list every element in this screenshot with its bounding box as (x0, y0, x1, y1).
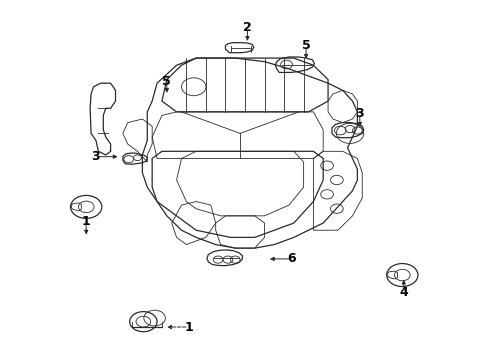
Text: 5: 5 (302, 39, 311, 52)
Text: 1: 1 (82, 215, 91, 228)
Text: 3: 3 (92, 150, 100, 163)
Text: 4: 4 (399, 287, 408, 300)
Text: 1: 1 (184, 320, 193, 333)
Text: 3: 3 (356, 107, 364, 120)
Text: 2: 2 (243, 21, 252, 34)
Text: 5: 5 (163, 75, 171, 88)
Text: 6: 6 (287, 252, 296, 265)
